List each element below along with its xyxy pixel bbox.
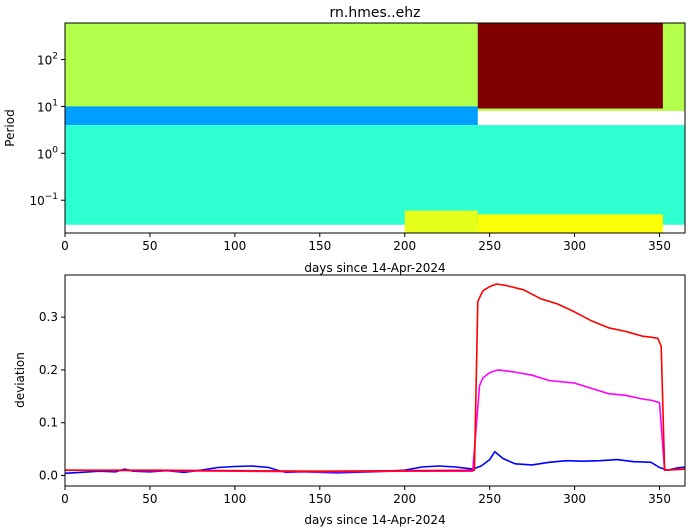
x-tick-label: 100 (223, 239, 246, 253)
x-tick-label: 250 (478, 239, 501, 253)
heatmap-cell (65, 125, 685, 225)
x-tick-label: 150 (308, 239, 331, 253)
x-tick-label: 350 (648, 492, 671, 506)
y-tick-label: 100 (37, 145, 58, 161)
x-tick-label: 300 (563, 239, 586, 253)
deviation-x-label: days since 14-Apr-2024 (304, 513, 445, 527)
heatmap-y-label: Period (3, 109, 17, 146)
deviation-lines (65, 283, 685, 475)
y-tick-label: 0.1 (39, 416, 58, 430)
series-line (65, 369, 685, 473)
x-tick-label: 0 (61, 239, 69, 253)
heatmap-cell (404, 210, 478, 233)
heatmap-cells (65, 23, 685, 233)
heatmap-y-ticks: 10−1 100 101 102 (29, 51, 65, 208)
deviation-x-ticks: 0 50 100 150 200 250 300 350 (61, 486, 671, 506)
heatmap-cell (477, 214, 663, 233)
x-tick-label: 50 (142, 492, 157, 506)
x-tick-label: 100 (223, 492, 246, 506)
heatmap-title: rn.hmes..ehz (330, 5, 421, 21)
x-tick-label: 200 (393, 492, 416, 506)
y-tick-label: 0.2 (39, 363, 58, 377)
x-tick-label: 50 (142, 239, 157, 253)
y-tick-label: 102 (37, 51, 58, 67)
x-tick-label: 150 (308, 492, 331, 506)
deviation-y-label: deviation (13, 352, 27, 408)
y-tick-label: 10−1 (29, 192, 58, 208)
x-tick-label: 300 (563, 492, 586, 506)
heatmap-panel: rn.hmes..ehz 0 50 100 150 200 250 300 350 10−11… (3, 5, 686, 275)
y-tick-label: 0.0 (39, 468, 58, 482)
y-tick-label: 101 (37, 98, 58, 114)
heatmap-cell (477, 23, 663, 109)
x-tick-label: 0 (61, 492, 69, 506)
heatmap-cell (65, 106, 478, 126)
x-tick-label: 200 (393, 239, 416, 253)
deviation-y-ticks: 0.0 0.1 0.2 0.3 (39, 310, 65, 482)
series-line (65, 283, 685, 472)
x-tick-label: 250 (478, 492, 501, 506)
deviation-panel: 0 50 100 150 200 250 300 350 0.0 0.1 0.2 0.3 days … (13, 274, 686, 527)
heatmap-frame (64, 22, 686, 234)
heatmap-x-ticks: 0 50 100 150 200 250 300 350 (61, 233, 671, 253)
deviation-frame (64, 274, 686, 487)
heatmap-x-label: days since 14-Apr-2024 (304, 261, 445, 275)
x-tick-label: 350 (648, 239, 671, 253)
y-tick-label: 0.3 (39, 310, 58, 324)
